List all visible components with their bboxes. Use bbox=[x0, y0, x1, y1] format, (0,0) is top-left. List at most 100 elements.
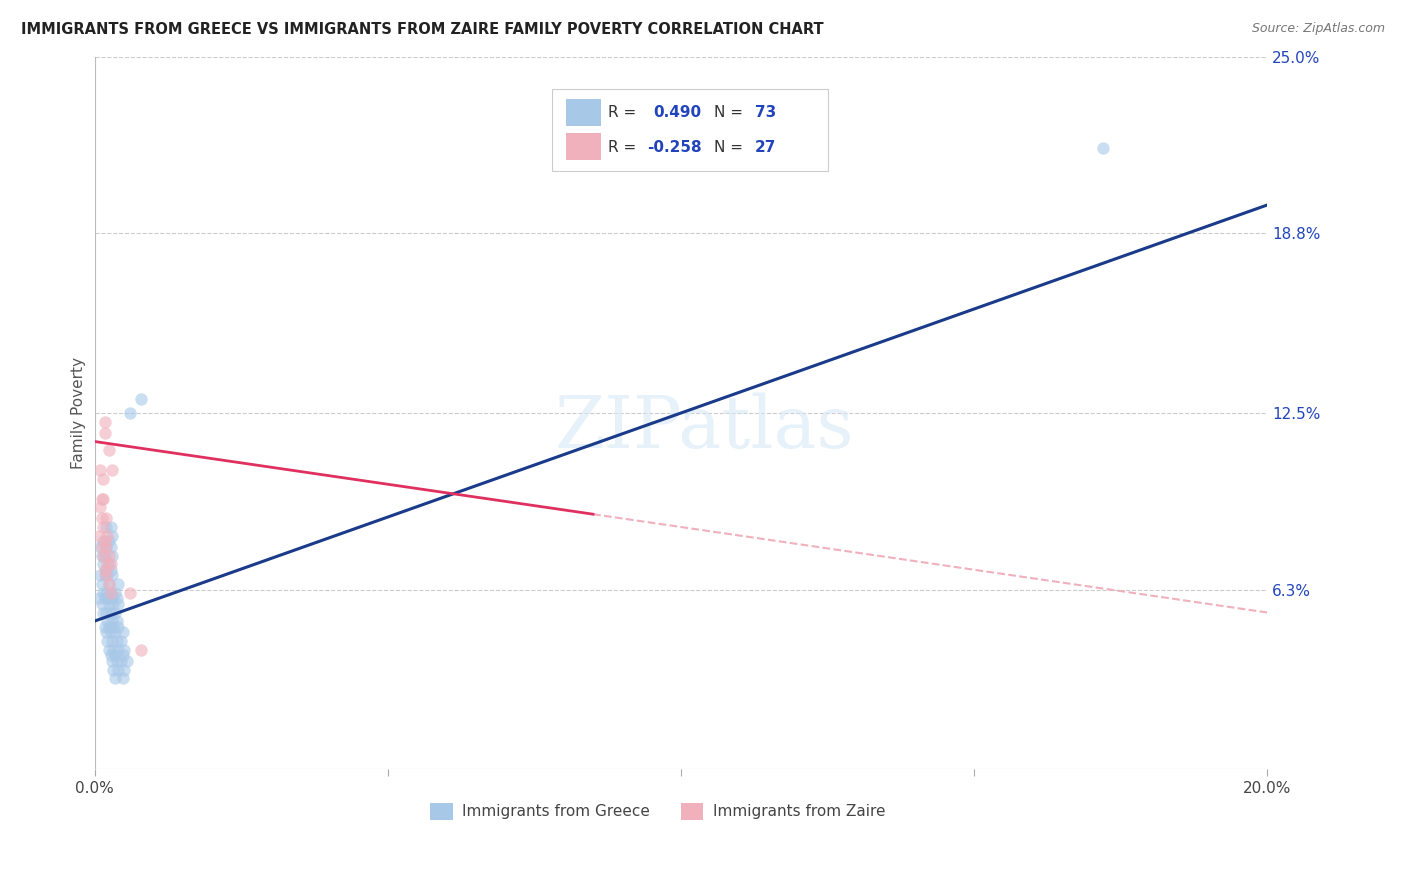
Point bbox=[93, 557, 115, 571]
Point bbox=[94, 549, 117, 563]
Point bbox=[98, 534, 121, 549]
Point bbox=[103, 620, 125, 634]
Text: -0.258: -0.258 bbox=[647, 140, 702, 154]
Text: N =: N = bbox=[714, 140, 748, 154]
Text: 27: 27 bbox=[755, 140, 776, 154]
Text: R =: R = bbox=[609, 140, 641, 154]
Point bbox=[96, 614, 118, 628]
Point bbox=[107, 597, 129, 611]
Point bbox=[105, 654, 128, 668]
Point bbox=[105, 634, 128, 648]
Point bbox=[96, 634, 118, 648]
Point bbox=[98, 597, 121, 611]
Point bbox=[96, 557, 118, 571]
Point bbox=[104, 606, 127, 620]
Text: IMMIGRANTS FROM GREECE VS IMMIGRANTS FROM ZAIRE FAMILY POVERTY CORRELATION CHART: IMMIGRANTS FROM GREECE VS IMMIGRANTS FRO… bbox=[21, 22, 824, 37]
Point bbox=[96, 563, 118, 577]
Point bbox=[107, 642, 129, 657]
Point bbox=[104, 585, 127, 599]
Point bbox=[96, 591, 118, 606]
Text: 0.490: 0.490 bbox=[652, 104, 702, 120]
Point bbox=[90, 511, 112, 525]
Point bbox=[111, 648, 134, 663]
Point bbox=[96, 568, 118, 582]
Point bbox=[131, 642, 153, 657]
Point bbox=[96, 625, 118, 640]
Point bbox=[101, 591, 124, 606]
Point bbox=[112, 642, 135, 657]
Point bbox=[107, 663, 129, 677]
Point bbox=[96, 520, 118, 534]
Point bbox=[98, 577, 121, 591]
Point bbox=[98, 443, 121, 458]
Point bbox=[131, 392, 153, 406]
Point bbox=[104, 671, 127, 685]
Point bbox=[100, 625, 122, 640]
Point bbox=[118, 406, 141, 420]
Point bbox=[103, 663, 125, 677]
Text: Source: ZipAtlas.com: Source: ZipAtlas.com bbox=[1251, 22, 1385, 36]
Point bbox=[94, 425, 117, 440]
Point bbox=[105, 614, 128, 628]
Point bbox=[111, 625, 134, 640]
Point bbox=[89, 540, 111, 554]
Point bbox=[90, 549, 112, 563]
Point bbox=[105, 591, 128, 606]
Point bbox=[110, 654, 132, 668]
Point bbox=[100, 563, 122, 577]
Point bbox=[98, 620, 121, 634]
Point bbox=[101, 549, 124, 563]
Point bbox=[107, 620, 129, 634]
Point bbox=[90, 540, 112, 554]
Point bbox=[101, 528, 124, 542]
Text: R =: R = bbox=[609, 104, 641, 120]
Point bbox=[98, 642, 121, 657]
Point bbox=[90, 491, 112, 506]
Point bbox=[103, 642, 125, 657]
Point bbox=[101, 463, 124, 477]
Point bbox=[115, 654, 138, 668]
Point bbox=[98, 577, 121, 591]
Point bbox=[111, 671, 134, 685]
FancyBboxPatch shape bbox=[567, 99, 602, 126]
Point bbox=[89, 528, 111, 542]
Point bbox=[93, 534, 115, 549]
Point bbox=[96, 540, 118, 554]
Point bbox=[104, 625, 127, 640]
Point bbox=[100, 540, 122, 554]
Point bbox=[89, 463, 111, 477]
Point bbox=[98, 557, 121, 571]
Point bbox=[118, 585, 141, 599]
FancyBboxPatch shape bbox=[567, 133, 602, 160]
Point bbox=[104, 648, 127, 663]
Point bbox=[93, 471, 115, 485]
Point bbox=[96, 511, 118, 525]
Point bbox=[107, 577, 129, 591]
Point bbox=[112, 663, 135, 677]
Point bbox=[98, 549, 121, 563]
Point bbox=[89, 568, 111, 582]
Point bbox=[100, 557, 122, 571]
Point bbox=[93, 491, 115, 506]
Point bbox=[103, 597, 125, 611]
Point bbox=[100, 648, 122, 663]
Point bbox=[101, 568, 124, 582]
Point bbox=[101, 634, 124, 648]
Point bbox=[101, 614, 124, 628]
Point bbox=[96, 585, 118, 599]
Point bbox=[94, 563, 117, 577]
Point bbox=[100, 520, 122, 534]
Point bbox=[89, 591, 111, 606]
Point bbox=[110, 634, 132, 648]
Text: N =: N = bbox=[714, 104, 748, 120]
Point bbox=[93, 549, 115, 563]
Point bbox=[94, 534, 117, 549]
Point bbox=[100, 585, 122, 599]
Point bbox=[96, 606, 118, 620]
Point bbox=[90, 597, 112, 611]
Point bbox=[93, 520, 115, 534]
Text: 73: 73 bbox=[755, 104, 776, 120]
Point bbox=[93, 606, 115, 620]
Point bbox=[1092, 141, 1115, 155]
Text: ZIPatlas: ZIPatlas bbox=[554, 392, 855, 463]
